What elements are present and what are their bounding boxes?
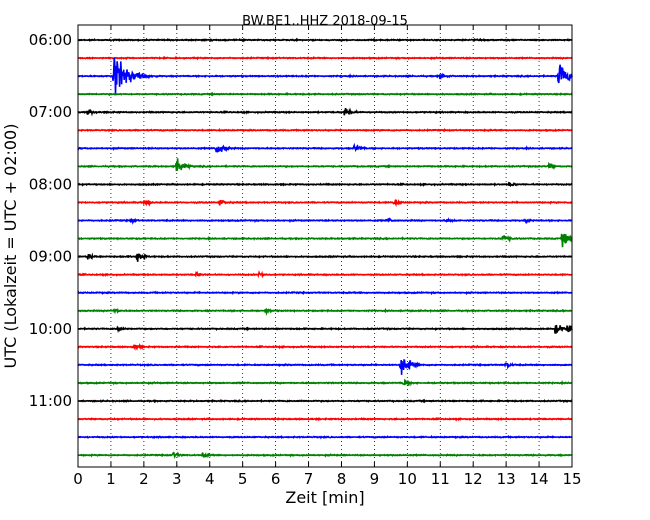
trace-row [77, 107, 573, 117]
trace-row [77, 398, 573, 404]
trace-row [77, 217, 572, 225]
x-tick-label: 4 [205, 470, 215, 488]
x-tick-label: 15 [562, 470, 581, 488]
y-tick-label: 09:00 [29, 248, 72, 266]
y-tick-label: 11:00 [29, 392, 72, 410]
x-tick-label: 3 [172, 470, 182, 488]
x-tick-label: 2 [139, 470, 149, 488]
x-tick-label: 10 [398, 470, 417, 488]
x-tick-label: 1 [106, 470, 116, 488]
x-tick-label: 9 [370, 470, 380, 488]
x-tick-label: 8 [337, 470, 347, 488]
y-axis-label: UTC (Lokalzeit = UTC + 02:00) [1, 124, 20, 369]
x-tick-label: 0 [73, 470, 83, 488]
x-tick-label: 12 [464, 470, 483, 488]
trace-row [77, 198, 572, 208]
trace-row [77, 181, 573, 188]
grid-lines [110, 25, 540, 467]
trace-row [78, 158, 573, 171]
trace-row [77, 142, 573, 153]
trace-row [77, 233, 573, 248]
trace-row [77, 324, 573, 334]
trace-row [77, 57, 573, 95]
x-axis-label: Zeit [min] [285, 488, 364, 507]
trace-row [77, 55, 573, 61]
traces [77, 37, 573, 460]
x-tick-label: 5 [238, 470, 248, 488]
plot-frame [77, 24, 573, 468]
x-axis: 0 1 2 3 4 5 6 7 8 9 10 11 12 13 14 15 [73, 25, 582, 488]
trace-row [77, 359, 573, 375]
y-tick-label: 10:00 [29, 320, 72, 338]
trace-row [77, 270, 573, 279]
trace-row [78, 37, 573, 43]
trace-row [77, 290, 573, 296]
trace-row [77, 127, 573, 133]
x-tick-label: 11 [431, 470, 450, 488]
trace-row [77, 252, 573, 262]
chart-title: BW.BE1..HHZ 2018-09-15 [242, 14, 408, 29]
trace-row [77, 378, 573, 387]
x-tick-label: 13 [497, 470, 516, 488]
y-tick-label: 06:00 [29, 31, 72, 49]
trace-row [77, 416, 573, 422]
y-tick-label: 07:00 [29, 103, 72, 121]
trace-row [77, 451, 572, 460]
y-tick-label: 08:00 [29, 175, 72, 193]
trace-row [77, 342, 573, 351]
x-tick-label: 14 [530, 470, 549, 488]
x-tick-label: 7 [304, 470, 314, 488]
trace-row [78, 91, 573, 97]
x-tick-label: 6 [271, 470, 281, 488]
y-axis: 06:00 07:00 08:00 09:00 10:00 11:00 [29, 31, 572, 410]
trace-row [78, 307, 573, 317]
trace-row [77, 434, 573, 440]
